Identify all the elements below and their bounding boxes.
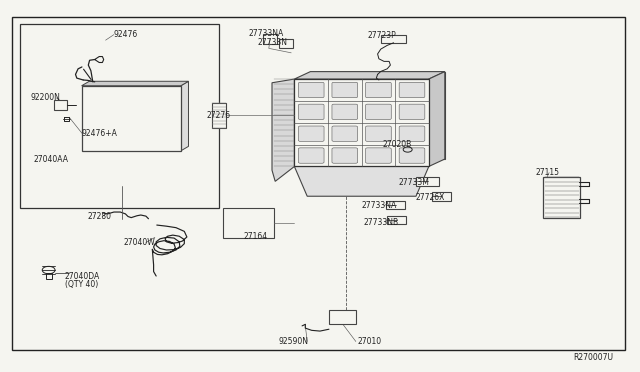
- Bar: [417, 177, 439, 186]
- FancyBboxPatch shape: [399, 148, 425, 163]
- FancyBboxPatch shape: [399, 104, 425, 119]
- Bar: [279, 39, 293, 48]
- Bar: [46, 273, 51, 279]
- Bar: [387, 216, 406, 224]
- Text: 27726X: 27726X: [416, 193, 445, 202]
- Text: 27115: 27115: [535, 168, 559, 177]
- Bar: [386, 201, 405, 209]
- Text: 27723P: 27723P: [368, 31, 397, 40]
- FancyBboxPatch shape: [332, 126, 358, 141]
- Polygon shape: [429, 71, 445, 167]
- Bar: [381, 35, 406, 43]
- FancyBboxPatch shape: [365, 126, 391, 141]
- Text: 27733M: 27733M: [398, 178, 429, 187]
- Text: 92476+A: 92476+A: [82, 129, 118, 138]
- Text: R270007U: R270007U: [573, 353, 613, 362]
- FancyBboxPatch shape: [399, 126, 425, 141]
- FancyBboxPatch shape: [365, 148, 391, 163]
- Polygon shape: [294, 79, 429, 167]
- Text: 27733NB: 27733NB: [364, 218, 399, 227]
- FancyBboxPatch shape: [332, 104, 358, 119]
- Polygon shape: [310, 71, 445, 159]
- Text: 27733NA: 27733NA: [362, 201, 397, 210]
- FancyBboxPatch shape: [365, 82, 391, 98]
- FancyBboxPatch shape: [298, 126, 324, 141]
- Bar: [223, 208, 274, 238]
- FancyBboxPatch shape: [332, 148, 358, 163]
- Bar: [20, 24, 219, 208]
- Text: 27040W: 27040W: [124, 238, 156, 247]
- Bar: [543, 177, 580, 218]
- Bar: [54, 100, 67, 110]
- Bar: [212, 103, 226, 128]
- Text: 92200N: 92200N: [30, 93, 60, 102]
- Text: 27040AA: 27040AA: [34, 155, 69, 164]
- Bar: [329, 310, 356, 324]
- Polygon shape: [272, 79, 294, 182]
- Text: 27280: 27280: [88, 212, 112, 221]
- Text: 92476: 92476: [114, 30, 138, 39]
- Text: 27733N: 27733N: [258, 38, 288, 47]
- FancyBboxPatch shape: [332, 82, 358, 98]
- Bar: [12, 17, 625, 350]
- Text: 27010: 27010: [357, 337, 381, 346]
- FancyBboxPatch shape: [365, 104, 391, 119]
- Polygon shape: [181, 81, 189, 151]
- Bar: [432, 192, 451, 201]
- Text: 27020B: 27020B: [383, 140, 412, 149]
- Polygon shape: [294, 167, 429, 196]
- FancyBboxPatch shape: [298, 104, 324, 119]
- Text: 27164: 27164: [243, 232, 268, 241]
- Text: 27276: 27276: [206, 111, 230, 120]
- FancyBboxPatch shape: [399, 82, 425, 98]
- FancyBboxPatch shape: [298, 82, 324, 98]
- Polygon shape: [82, 81, 189, 86]
- Text: 27040DA: 27040DA: [65, 272, 100, 280]
- FancyBboxPatch shape: [298, 148, 324, 163]
- Text: 92590N: 92590N: [278, 337, 308, 346]
- Text: (QTY 40): (QTY 40): [65, 280, 98, 289]
- Polygon shape: [294, 71, 445, 79]
- Text: 27733NA: 27733NA: [248, 29, 284, 38]
- Bar: [263, 34, 277, 44]
- Bar: [82, 86, 180, 151]
